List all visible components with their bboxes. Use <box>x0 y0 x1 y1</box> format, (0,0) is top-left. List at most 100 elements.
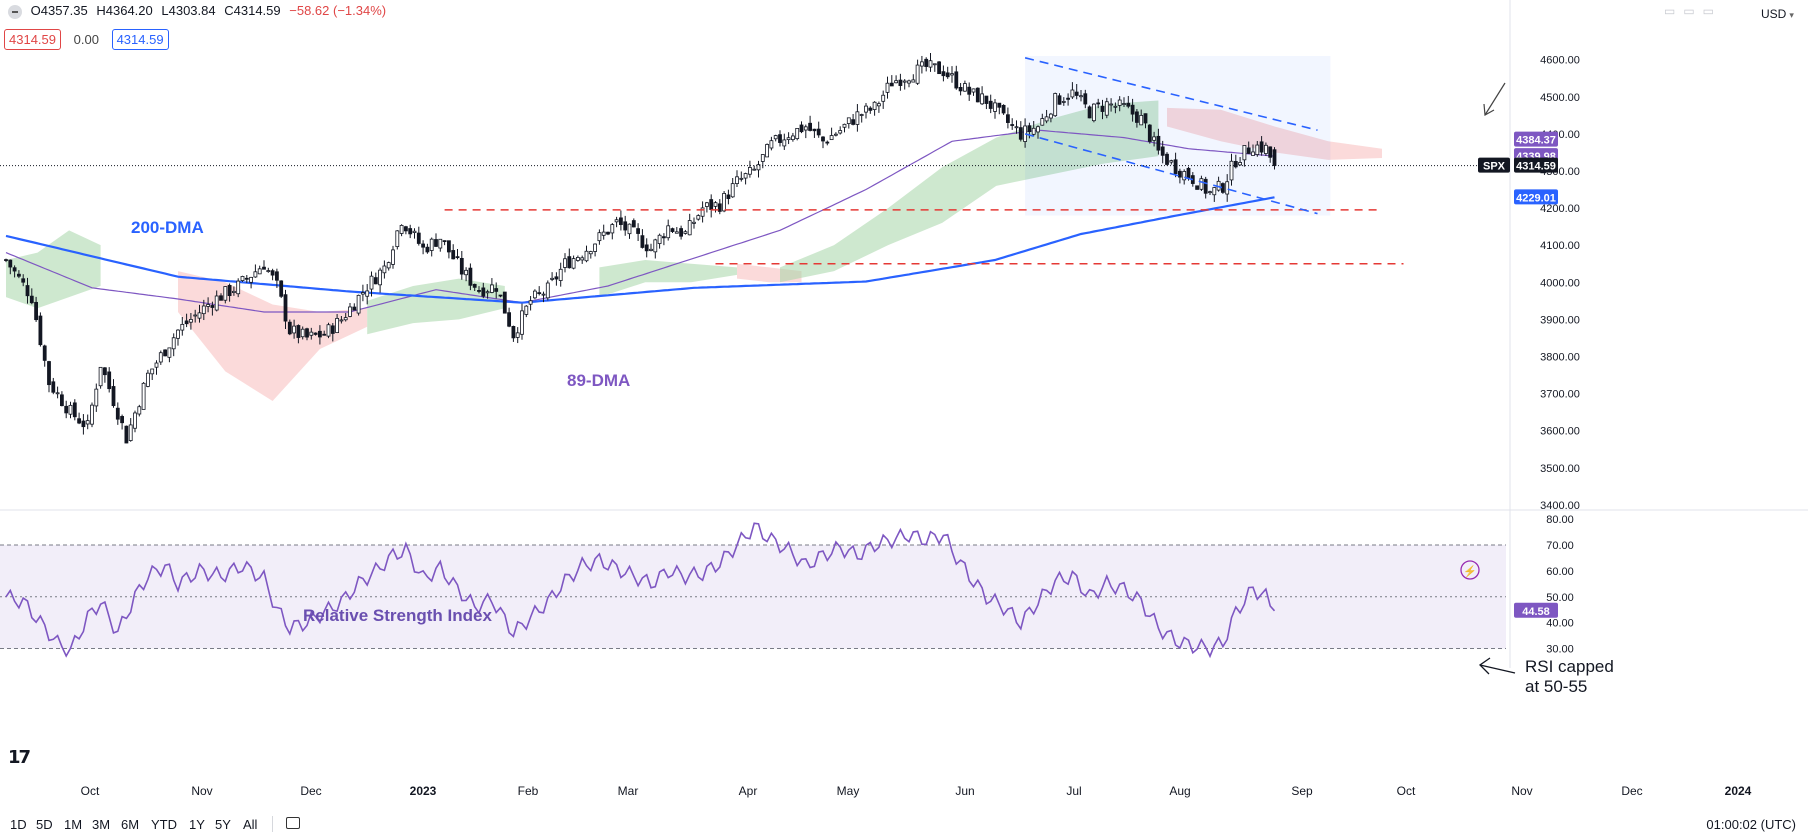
candle-down <box>554 276 559 280</box>
candle-up <box>803 126 808 131</box>
candle-up <box>193 314 198 317</box>
candle-up <box>743 173 748 179</box>
candle-down <box>537 292 542 295</box>
annotation-arrow-icon <box>1484 82 1506 116</box>
range-all[interactable]: All <box>243 817 258 832</box>
time-axis-label: Jul <box>1066 784 1081 798</box>
candle-down <box>42 345 47 361</box>
candle-up <box>1070 89 1075 98</box>
candle-up <box>1104 101 1109 116</box>
candle-down <box>511 326 516 339</box>
candle-up <box>300 328 305 338</box>
rsi-tick-label: 40.00 <box>1546 618 1574 630</box>
range-1d[interactable]: 1D <box>10 817 27 832</box>
range-5y[interactable]: 5Y <box>215 817 231 832</box>
candle-down <box>107 371 112 390</box>
candle-up <box>386 262 391 269</box>
candle-up <box>1014 126 1019 129</box>
range-5d[interactable]: 5D <box>36 817 53 832</box>
candle-up <box>795 127 800 140</box>
ask-pill[interactable]: 4314.59 <box>111 29 169 50</box>
candle-up <box>971 88 976 93</box>
time-axis-label: Aug <box>1169 784 1190 798</box>
candle-up <box>760 154 765 162</box>
price-tick-label: 3400.00 <box>1540 500 1580 512</box>
candle-down <box>679 228 683 237</box>
candle-down <box>997 102 1002 108</box>
candle-up <box>1199 178 1204 190</box>
candle-down <box>726 194 731 199</box>
candle-up <box>335 318 340 334</box>
candle-down <box>64 405 69 414</box>
candle-down <box>975 87 980 103</box>
channel-lower-line[interactable] <box>1024 133 1318 215</box>
candle-up <box>864 105 868 113</box>
candle-up <box>765 144 769 158</box>
ichimoku-cloud-green <box>6 230 101 309</box>
currency-selector[interactable]: USD <box>1756 5 1799 23</box>
time-axis-label: 2023 <box>410 784 437 798</box>
candle-down <box>12 267 17 272</box>
calendar-icon[interactable] <box>286 817 300 829</box>
price-tick-label: 4200.00 <box>1540 203 1580 215</box>
candle-down <box>421 243 426 248</box>
lightning-icon[interactable] <box>1460 560 1480 580</box>
candle-up <box>150 368 155 375</box>
candle-up <box>1092 103 1096 122</box>
candle-up <box>188 319 193 323</box>
range-6m[interactable]: 6M <box>121 817 140 832</box>
candle-down <box>47 361 51 386</box>
range-1y[interactable]: 1Y <box>189 817 205 832</box>
candle-down <box>1074 91 1079 96</box>
rsi-tick-label: 30.00 <box>1546 643 1574 655</box>
candle-down <box>408 228 413 235</box>
candle-down <box>1006 114 1010 123</box>
candle-up <box>309 331 314 336</box>
price-tick-label: 3500.00 <box>1540 463 1580 475</box>
candle-up <box>928 60 933 68</box>
candle-up <box>365 290 370 297</box>
candle-up <box>1212 187 1217 196</box>
menu-icon[interactable] <box>8 4 22 19</box>
channel-upper-line[interactable] <box>1024 57 1318 131</box>
candle-up <box>240 276 245 281</box>
candle-up <box>1122 103 1126 105</box>
candle-down <box>459 257 464 275</box>
candle-up <box>438 238 443 249</box>
candle-down <box>778 134 782 143</box>
candle-up <box>360 292 365 295</box>
candle-up <box>128 424 133 441</box>
rsi-value-label: 44.58 <box>1522 606 1550 618</box>
change-value: −58.62 (−1.34%) <box>289 3 387 18</box>
candle-down <box>472 283 477 288</box>
candle-up <box>601 231 606 236</box>
candle-up <box>485 291 490 294</box>
candle-up <box>94 388 99 407</box>
candle-down <box>322 333 327 336</box>
spread-pill: 0.00 <box>73 32 99 47</box>
candle-up <box>786 137 791 141</box>
channel-box <box>1025 55 1331 216</box>
candle-up <box>1152 136 1156 141</box>
candle-up <box>55 392 60 395</box>
candle-down <box>434 239 438 247</box>
candle-up <box>550 277 554 280</box>
time-axis-label: 2024 <box>1725 784 1752 798</box>
candle-down <box>1160 146 1165 156</box>
price-tick-label: 4000.00 <box>1540 277 1580 289</box>
bid-pill[interactable]: 4314.59 <box>4 29 61 50</box>
window-controls[interactable]: ▭▭▭ <box>1664 4 1723 18</box>
range-ytd[interactable]: YTD <box>151 817 177 832</box>
price-tag <box>1514 131 1558 147</box>
candle-up <box>1049 113 1053 119</box>
range-1m[interactable]: 1M <box>64 817 83 832</box>
candle-up <box>593 243 597 252</box>
candle-up <box>773 135 778 140</box>
utc-clock[interactable]: 01:00:02 (UTC) <box>1706 817 1796 832</box>
range-3m[interactable]: 3M <box>92 817 111 832</box>
rsi-tick-label: 50.00 <box>1546 592 1574 604</box>
candle-down <box>60 394 64 407</box>
candle-up <box>829 135 834 141</box>
time-axis-label: Feb <box>518 784 539 798</box>
